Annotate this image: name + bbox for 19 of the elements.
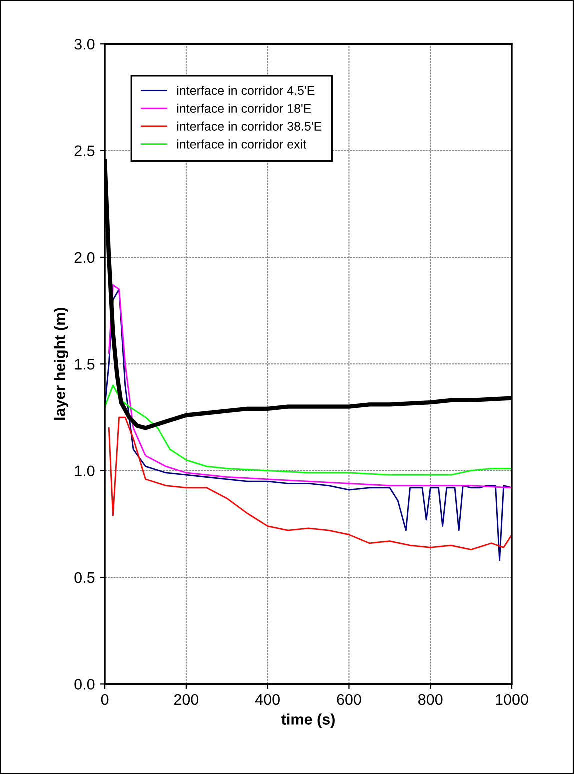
- y-tick-label: 3.0: [74, 38, 95, 50]
- x-tick-label: 400: [255, 694, 280, 706]
- y-tick-label: 0.5: [74, 572, 95, 584]
- y-tick-label: 2.0: [74, 252, 95, 264]
- x-tick-label: 1000: [496, 694, 528, 706]
- legend-label: interface in corridor exit: [177, 140, 306, 149]
- x-tick-label: 200: [174, 694, 199, 706]
- legend-label: interface in corridor 18'E: [177, 104, 312, 114]
- x-tick-label: 0: [101, 694, 109, 706]
- legend-label: interface in corridor 4.5'E: [177, 86, 315, 96]
- y-tick-label: 0.0: [74, 679, 95, 690]
- x-axis-title: time (s): [282, 714, 335, 728]
- y-tick-label: 1.0: [75, 466, 95, 477]
- x-tick-label: 800: [418, 694, 443, 706]
- legend-label: interface in corridor 38.5'E: [177, 122, 322, 131]
- y-tick-label: 1.5: [75, 359, 95, 370]
- y-axis-title: layer height (m): [54, 308, 69, 420]
- x-tick-label: 600: [337, 694, 362, 706]
- y-tick-label: 2.5: [74, 146, 95, 156]
